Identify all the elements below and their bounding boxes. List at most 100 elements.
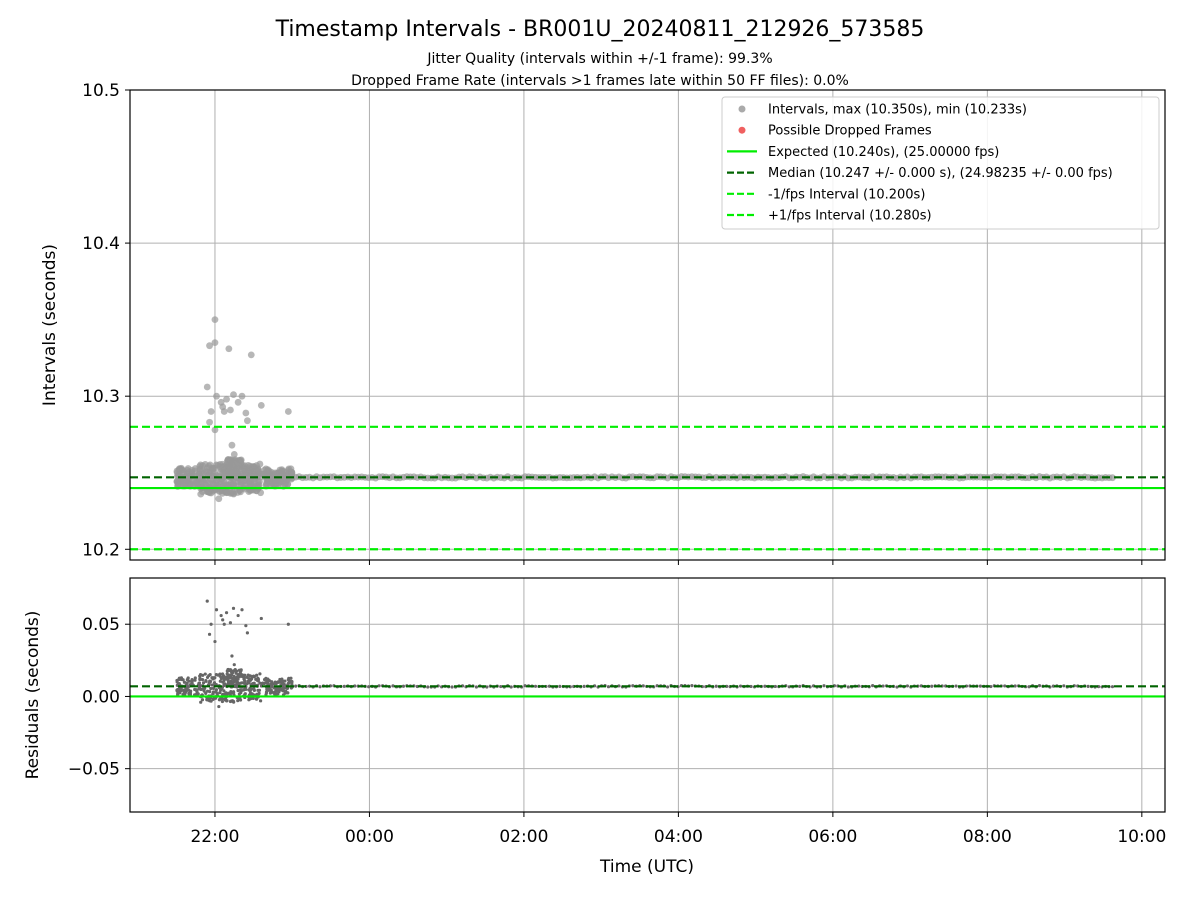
residual-point (187, 679, 191, 683)
legend-label: Intervals, max (10.350s), min (10.233s) (768, 103, 1027, 118)
interval-point (206, 479, 214, 487)
residual-point (226, 679, 230, 683)
residual-point (641, 684, 645, 688)
residual-point (198, 684, 203, 688)
residual-point (276, 680, 280, 684)
interval-point (227, 406, 234, 414)
residual-point (186, 676, 190, 680)
legend-marker (738, 105, 746, 113)
residual-point (221, 697, 225, 701)
residual-point (214, 690, 218, 694)
residual-point (665, 685, 670, 689)
legend-label: +1/fps Interval (10.280s) (768, 209, 932, 224)
interval-point (211, 426, 219, 434)
residual-point (738, 684, 743, 688)
interval-point (246, 462, 254, 470)
residual-point (871, 684, 875, 688)
residual-point (273, 681, 277, 685)
residual-point (232, 668, 237, 673)
residual-point (259, 699, 263, 703)
legend-label: Median (10.247 +/- 0.000 s), (24.98235 +… (768, 166, 1113, 181)
interval-point (207, 408, 215, 415)
residual-point (798, 684, 802, 688)
y-tick-label: 10.3 (82, 387, 120, 407)
residual-point (485, 685, 489, 689)
residual-point (278, 687, 282, 692)
residual-point (283, 691, 287, 695)
residual-point (217, 698, 222, 702)
residual-point (228, 668, 233, 673)
residual-point (258, 681, 262, 685)
residual-point (881, 684, 885, 688)
residual-point (283, 679, 287, 683)
residual-point (714, 684, 718, 688)
interval-point (264, 470, 272, 478)
legend-label: -1/fps Interval (10.200s) (768, 187, 925, 202)
residual-point (286, 622, 290, 626)
residual-point (232, 675, 236, 679)
residual-point (281, 685, 286, 690)
interval-point (229, 480, 237, 488)
residual-point (219, 613, 223, 618)
y-tick-label: −0.05 (68, 760, 120, 780)
y-tick-label: 10.4 (82, 234, 120, 254)
residuals-y-axis-label: Residuals (seconds) (23, 611, 43, 780)
residual-point (690, 684, 694, 688)
residual-point (216, 673, 220, 677)
residual-point (280, 678, 284, 682)
residual-point (220, 699, 225, 704)
residual-point (179, 677, 184, 682)
residual-point (1086, 684, 1090, 688)
x-tick-label: 00:00 (345, 827, 394, 847)
interval-point (256, 460, 264, 468)
residual-point (954, 684, 958, 688)
interval-point (244, 417, 251, 425)
interval-point (234, 398, 242, 406)
residual-point (208, 673, 212, 677)
residual-point (391, 684, 395, 688)
residual-point (895, 685, 899, 689)
y-tick-label: 10.5 (82, 81, 120, 101)
residual-point (270, 684, 274, 688)
interval-point (237, 470, 244, 478)
residual-point (222, 622, 226, 626)
residual-point (233, 683, 237, 687)
x-tick-label: 06:00 (808, 827, 857, 847)
residual-point (989, 684, 993, 689)
residual-point (582, 684, 586, 688)
residual-point (274, 692, 278, 697)
residual-point (499, 684, 503, 689)
interval-point (199, 462, 207, 470)
residual-point (176, 687, 180, 692)
interval-point (280, 475, 287, 482)
residual-point (228, 621, 233, 625)
residual-point (176, 692, 180, 696)
interval-point (1109, 474, 1116, 482)
x-tick-label: 02:00 (499, 827, 548, 847)
residual-point (209, 622, 213, 626)
residual-point (187, 691, 191, 696)
residual-point (509, 685, 513, 689)
legend-label: Expected (10.240s), (25.00000 fps) (768, 145, 999, 160)
residual-point (222, 689, 226, 693)
interval-point (180, 480, 188, 488)
residual-point (221, 675, 225, 680)
chart-subtitle-jitter: Jitter Quality (intervals within +/-1 fr… (426, 51, 772, 67)
x-tick-label: 04:00 (654, 827, 703, 847)
residual-point (1037, 684, 1042, 688)
residual-point (255, 673, 259, 677)
legend-marker (738, 126, 746, 134)
residual-point (248, 674, 252, 678)
interval-point (211, 339, 219, 347)
interval-point (247, 351, 255, 359)
residual-point (231, 606, 236, 610)
residual-point (239, 668, 243, 672)
x-tick-label: 22:00 (190, 827, 239, 847)
interval-point (263, 480, 270, 488)
residual-point (237, 692, 241, 696)
interval-point (206, 418, 213, 426)
residual-point (227, 673, 231, 677)
residual-point (201, 673, 205, 677)
residual-point (248, 688, 252, 693)
residual-point (230, 672, 234, 677)
